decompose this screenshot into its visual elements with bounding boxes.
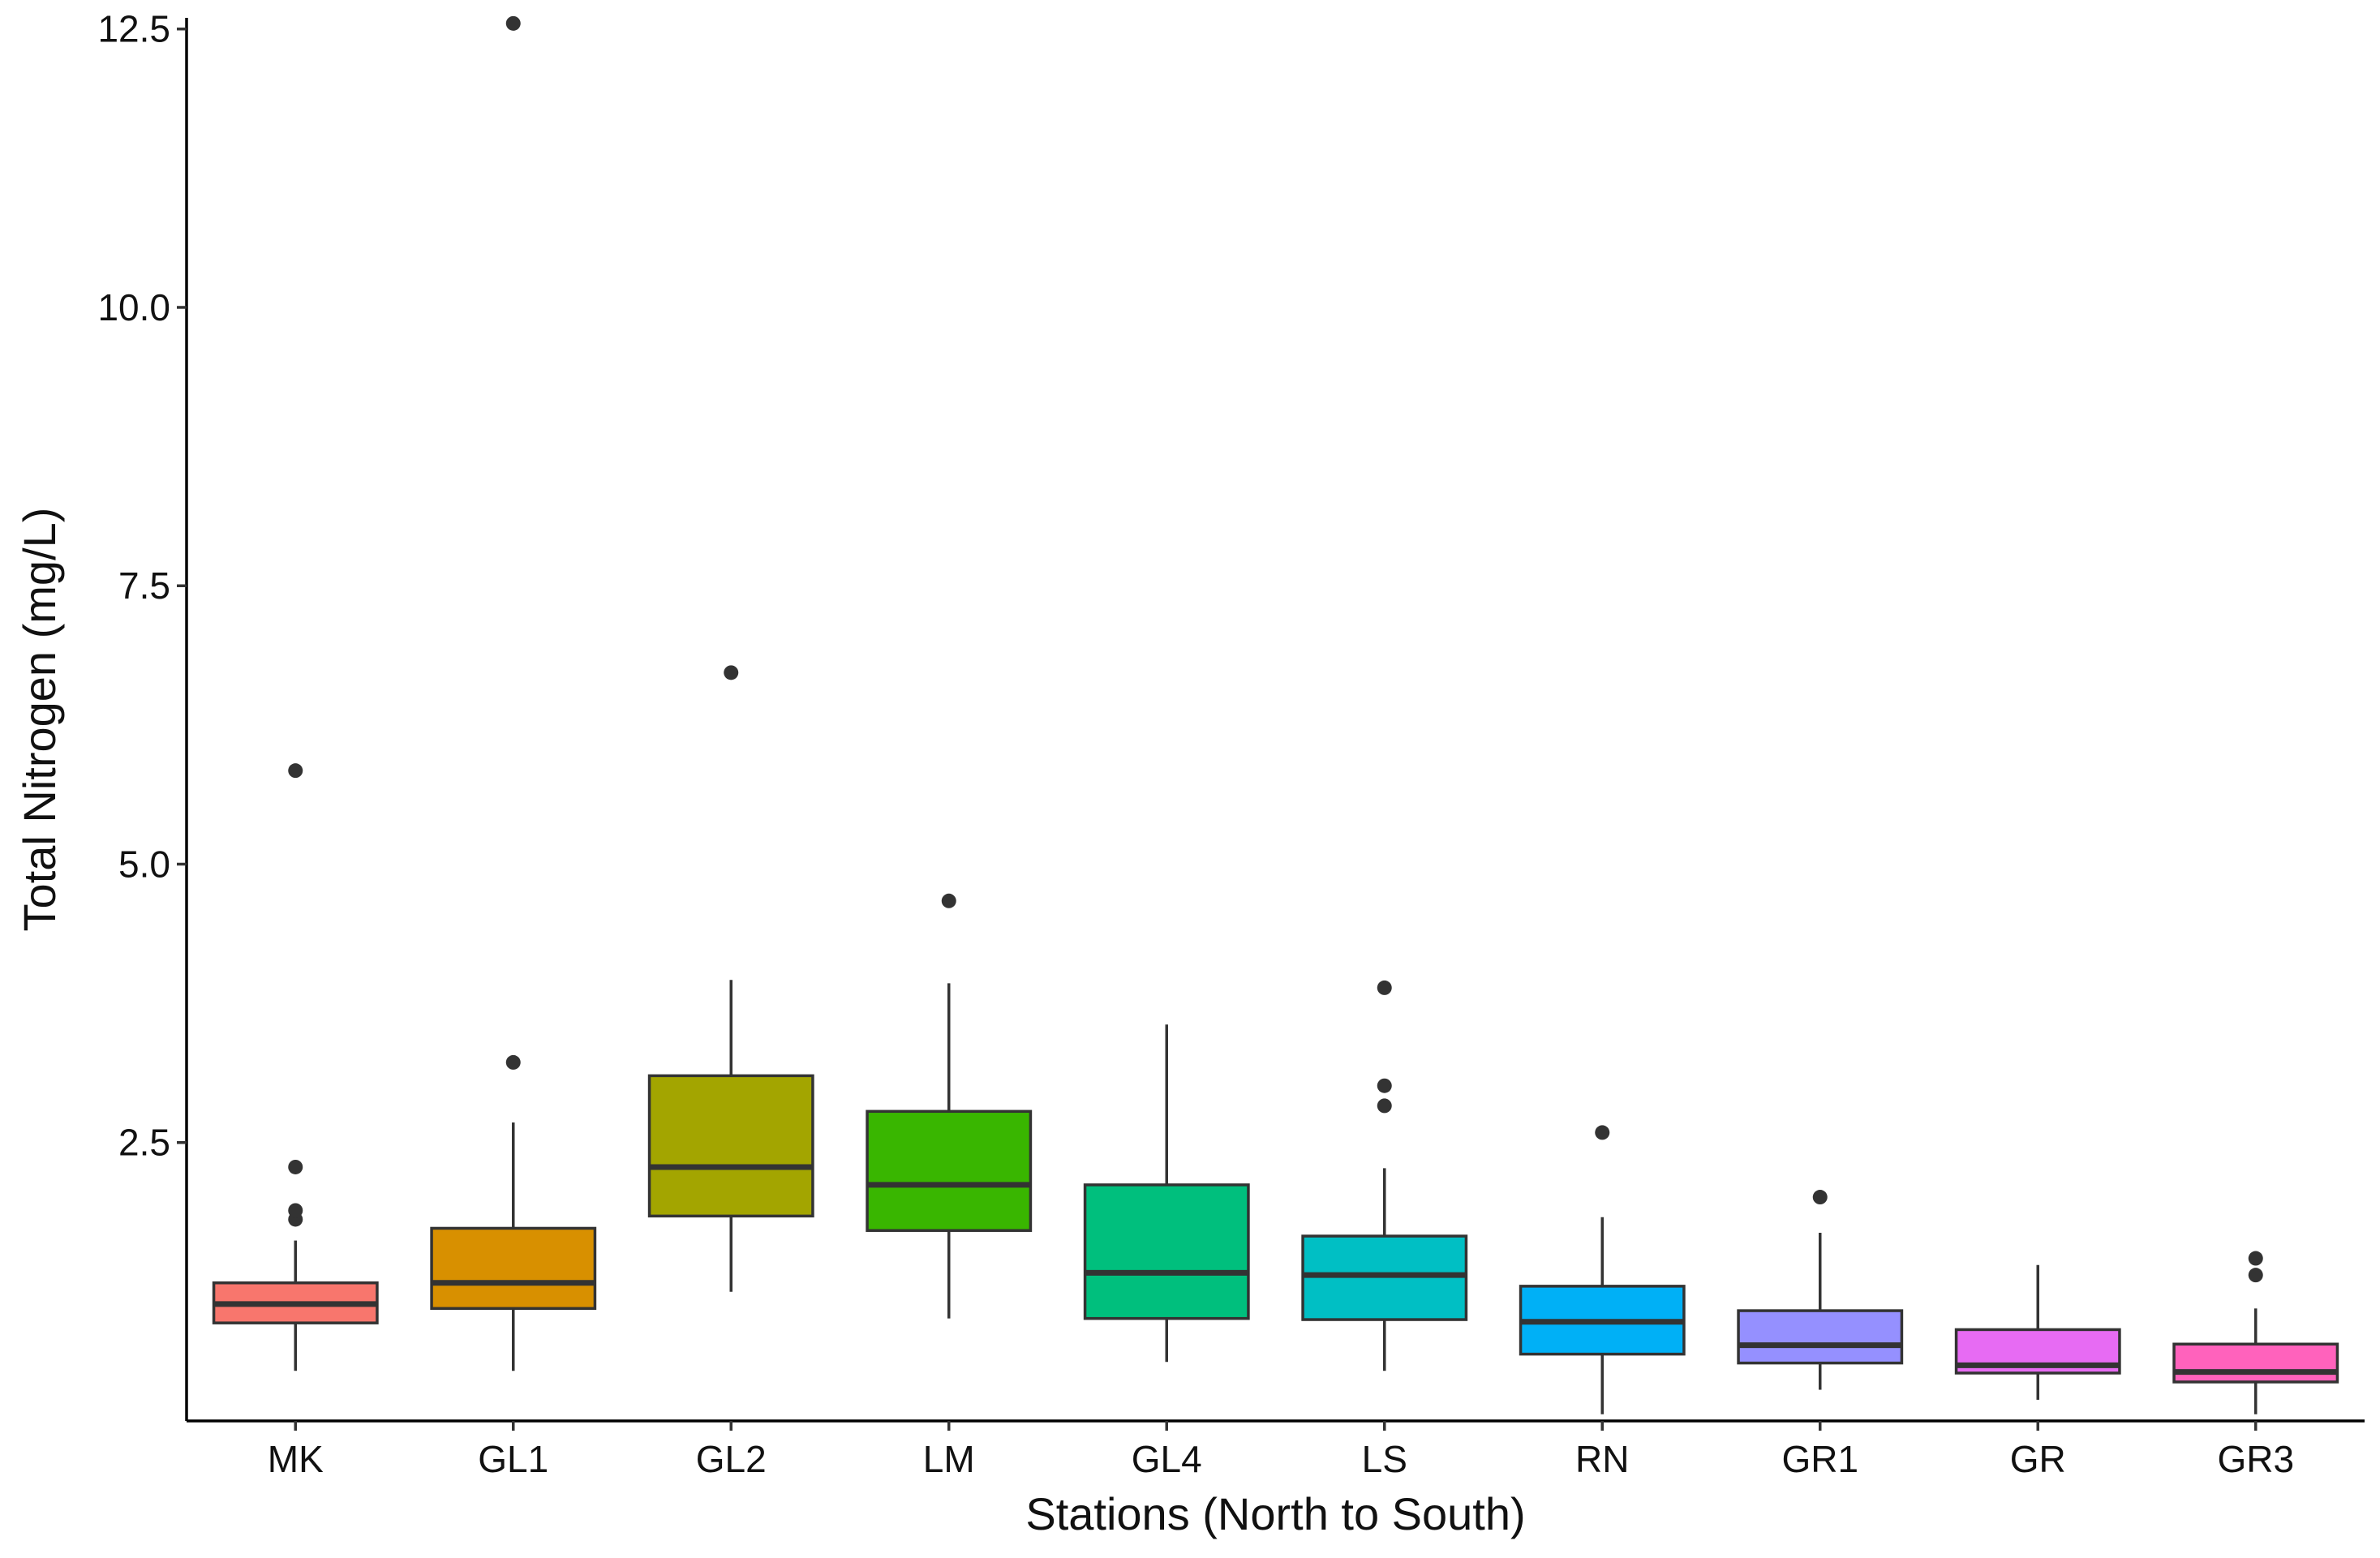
y-axis-title: Total Nitrogen (mg/L) — [14, 508, 65, 932]
y-tick-label: 2.5 — [118, 1122, 170, 1164]
box-gr1 — [1737, 1190, 1904, 1390]
x-tick-label: GL4 — [1132, 1438, 1202, 1480]
iqr-box — [430, 1226, 597, 1311]
box-gr — [1954, 1264, 2121, 1400]
x-tick-label: GR3 — [2217, 1438, 2294, 1480]
boxes-layer — [212, 15, 2339, 1414]
x-axis-title: Stations (North to South) — [1025, 1488, 1525, 1539]
box-gl2 — [647, 665, 814, 1292]
outlier-point — [1377, 980, 1392, 995]
outlier-point — [941, 893, 956, 908]
outlier-point — [2248, 1251, 2263, 1266]
x-tick-label: MK — [268, 1438, 324, 1480]
box-lm — [866, 893, 1033, 1319]
x-tick-label: GL2 — [696, 1438, 767, 1480]
y-tick-label: 5.0 — [118, 843, 170, 885]
iqr-box — [866, 1109, 1033, 1232]
box-gl1 — [430, 15, 597, 1371]
outlier-point — [505, 15, 521, 31]
y-tick-label: 7.5 — [118, 564, 170, 607]
outlier-point — [1377, 1078, 1392, 1093]
iqr-box — [1083, 1183, 1250, 1320]
x-tick-label: GR1 — [1781, 1438, 1858, 1480]
outlier-point — [1812, 1190, 1828, 1205]
outlier-point — [288, 763, 303, 779]
axes-layer: 2.5 5.0 7.5 10.0 12.5 MK GL1 GL2 LM GL4 LS RN GR1 GR… — [97, 8, 2365, 1480]
outlier-point — [288, 1159, 303, 1174]
x-tick-label: LS — [1362, 1438, 1407, 1480]
outlier-point — [505, 1054, 521, 1070]
x-tick-label: RN — [1575, 1438, 1629, 1480]
outlier-point — [2248, 1268, 2263, 1283]
outlier-point — [288, 1203, 303, 1218]
box-mk — [212, 763, 379, 1371]
outlier-point — [724, 665, 739, 680]
box-gl4 — [1083, 1024, 1250, 1363]
y-tick-label: 12.5 — [97, 8, 170, 50]
outlier-point — [1377, 1098, 1392, 1114]
y-axis-ticks: 2.5 5.0 7.5 10.0 12.5 — [97, 8, 187, 1164]
iqr-box — [1737, 1309, 1904, 1365]
outlier-point — [1595, 1125, 1610, 1140]
x-tick-label: GL1 — [478, 1438, 548, 1480]
iqr-box — [2172, 1342, 2339, 1384]
x-tick-label: LM — [923, 1438, 975, 1480]
x-axis-ticks: MK GL1 GL2 LM GL4 LS RN GR1 GR GR3 — [268, 1421, 2294, 1480]
y-tick-label: 10.0 — [97, 286, 170, 328]
box-rn — [1519, 1125, 1686, 1414]
x-tick-label: GR — [2010, 1438, 2066, 1480]
iqr-box — [647, 1074, 814, 1218]
box-ls — [1301, 980, 1468, 1371]
box-gr3 — [2172, 1251, 2339, 1414]
